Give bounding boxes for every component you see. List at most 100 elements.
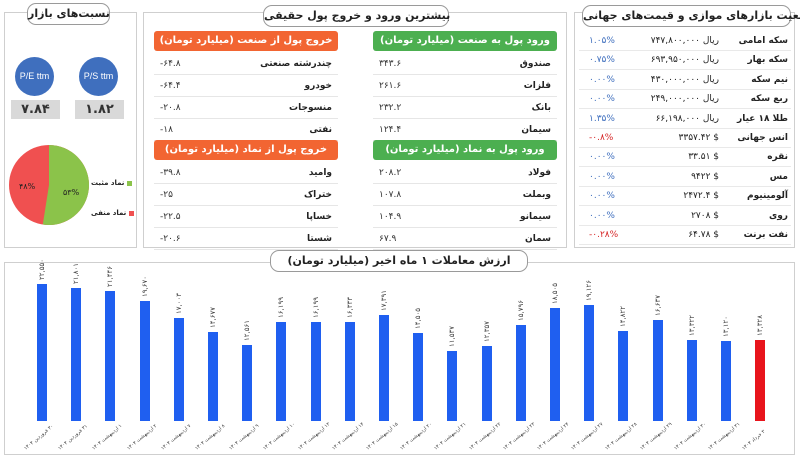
chart-bar (584, 304, 595, 421)
x-tick-label: ۳ خرداد ۱۴۰۴ (741, 428, 767, 452)
table-row: سکه امامی ریال ۷۴۷,۸۰۰,۰۰۰ ۱.۰۵% (579, 32, 791, 51)
table-row: -۳۹.۸ وامید (154, 162, 338, 184)
bar-value-label: ۱۴,۵۰۵ (414, 307, 423, 329)
chart-bar (721, 341, 731, 421)
legend-negative-label: نماد منفی (91, 209, 127, 217)
table-row: ۱۲۴.۴ سیمان (373, 119, 557, 141)
chart-bar (550, 308, 560, 421)
global-markets-panel: سکه امامی ریال ۷۴۷,۸۰۰,۰۰۰ ۱.۰۵% سکه بهار ری… (574, 12, 795, 248)
row-value: ۶۷.۹ (379, 233, 397, 244)
market-name: سکه بهار (747, 55, 788, 66)
table-row: -۶۴.۸ چندرشته صنعتی (154, 53, 338, 75)
legend-negative: نماد منفی (91, 209, 135, 217)
row-value: ۲۰۸.۲ (379, 167, 402, 178)
market-price: $ ۲۴۷۲.۴ (683, 191, 719, 202)
x-tick-label: ۷ اردیبهشت ۱۴۰۴ (159, 423, 193, 452)
pie-negative-label: ۴۸% (19, 182, 36, 191)
chart-bar (413, 332, 424, 421)
x-tick-label: ۲۱ اردیبهشت ۱۴۰۴ (433, 421, 468, 452)
row-value: ۱۰۷.۸ (379, 189, 402, 200)
row-value: -۶۴.۴ (160, 80, 181, 91)
row-value: -۲۲.۵ (160, 211, 181, 222)
row-name: سیمانو (520, 211, 551, 222)
market-price: ریال ۴۳۰,۰۰۰,۰۰۰ (650, 74, 719, 85)
bar-value-label: ۱۷,۳۹۱ (380, 290, 388, 312)
bar-value-label: ۱۵,۷۹۶ (516, 299, 525, 321)
bar-value-label: ۱۹,۶۷۰ (140, 276, 149, 298)
market-name: سکه امامی (738, 36, 788, 46)
x-tick-label: ۳۰ اردیبهشت ۱۴۰۴ (672, 421, 708, 452)
in-industry-table: ۳۴۳.۶ صندوق ۲۶۱.۶ فلزات ۲۳۲.۲ بانک ۱۲۴.۴ سیم… (373, 53, 557, 141)
table-row: ۲۰۸.۲ فولاد (373, 162, 557, 184)
flows-title: بیشترین ورود و خروج پول حقیقی (263, 5, 450, 27)
pie-positive-slice (42, 145, 89, 225)
pe-value: ۷.۸۴ (11, 100, 60, 119)
market-price: ریال ۷۴۷,۸۰۰,۰۰۰ (650, 36, 719, 46)
table-row: نقره $ ۳۳.۵۱ ۰.۰۰% (579, 148, 791, 168)
table-row: ۱۰۷.۸ وبملت (373, 184, 557, 206)
out-symbol-header: خروج پول از نماد (میلیارد تومان) (154, 140, 338, 160)
bar-value-label: ۱۳,۱۲۰ (722, 316, 730, 338)
market-change: -۰.۲۸% (589, 230, 619, 240)
row-name: وامید (308, 167, 332, 178)
market-name: طلا ۱۸ عیار (737, 113, 788, 124)
row-name: خودرو (304, 80, 332, 91)
row-value: ۳۴۳.۶ (379, 58, 402, 69)
in-symbol-header: ورود پول به نماد (میلیارد تومان) (373, 140, 557, 160)
legend-positive: نماد مثبت (91, 179, 133, 187)
market-price: $ ۳۳۵۷.۴۲ (678, 133, 719, 143)
pe-circle: P/E ttm (15, 57, 54, 96)
bar-value-label: ۱۱,۵۳۷ (448, 325, 457, 347)
chart-bar (310, 322, 321, 421)
market-price: $ ۹۴۲۲ (691, 171, 719, 182)
bar-value-label: ۱۴,۶۷۷ (209, 306, 217, 328)
market-change: ۱.۳۵% (589, 113, 615, 124)
table-row: -۲۵ ختراک (154, 184, 338, 206)
ratios-title: نسبت‌های بازار (27, 3, 110, 25)
market-ratios-panel: P/E ttm P/S ttm ۷.۸۴ ۱.۸۲ ۴۸% ۵۳% نماد م… (4, 12, 137, 248)
row-value: -۲۵ (160, 189, 173, 200)
x-tick-label: ۳۱ فروردین ۱۴۰۴ (57, 423, 90, 452)
row-value: ۱۰۴.۹ (379, 211, 402, 222)
table-row: نفت برنت $ ۶۴.۷۸ -۰.۲۸% (579, 226, 791, 245)
global-title: وضعیت بازارهای موازی و قیمت‌های جهانی (582, 5, 800, 27)
x-tick-label: ۱۴ اردیبهشت ۱۴۰۴ (330, 421, 366, 452)
x-tick-label: ۲۸ اردیبهشت ۱۴۰۴ (604, 421, 639, 452)
market-change: -۰.۸% (589, 133, 614, 143)
x-tick-label: ۲۲ اردیبهشت ۱۴۰۴ (467, 421, 503, 452)
bar-value-label: ۱۶,۶۳۷ (653, 294, 662, 316)
market-name: نفت برنت (743, 230, 788, 240)
bar-value-label: ۱۳,۳۲۲ (687, 314, 696, 336)
x-tick-label: ۲ اردیبهشت ۱۴۰۴ (125, 423, 158, 452)
x-tick-label: ۱ اردیبهشت ۱۴۰۴ (91, 423, 124, 452)
market-name: ربع سکه (750, 94, 788, 105)
row-name: چندرشته صنعتی (260, 58, 332, 69)
table-row: آلومینیوم $ ۲۴۷۲.۴ ۰.۰۰% (579, 187, 791, 207)
chart-bar (344, 321, 355, 421)
table-row: نیم سکه ریال ۴۳۰,۰۰۰,۰۰۰ ۰.۰۰% (579, 71, 791, 90)
bar-value-label: ۲۱,۸۰۱ (72, 263, 81, 285)
row-name: خساپا (306, 211, 332, 222)
bar-value-label: ۱۷,۰۰۳ (174, 292, 183, 314)
market-price: ریال ۶۹۳,۹۵۰,۰۰۰ (650, 55, 719, 66)
market-change: ۰.۰۰% (589, 74, 615, 85)
row-name: شستا (306, 233, 332, 244)
x-tick-label: ۲۳ اردیبهشت ۱۴۰۴ (501, 421, 537, 452)
chart-bar (515, 324, 526, 421)
table-row: ۱۰۴.۹ سیمانو (373, 206, 557, 228)
row-name: نفتی (309, 124, 332, 135)
chart-bar (105, 290, 116, 421)
x-tick-label: ۱۵ اردیبهشت ۱۴۰۴ (365, 421, 400, 452)
row-name: وبملت (522, 189, 551, 200)
bar-value-label: ۱۶,۱۹۹ (311, 297, 320, 319)
row-name: بانک (531, 102, 551, 113)
table-row: ۲۳۲.۲ بانک (373, 97, 557, 119)
x-tick-label: ۲۴ اردیبهشت ۱۴۰۴ (536, 421, 571, 452)
chart-bar (379, 315, 389, 421)
chart-bar (71, 288, 82, 421)
table-row: -۲۲.۵ خساپا (154, 206, 338, 228)
x-tick-label: ۱۰ اردیبهشت ۱۴۰۴ (262, 421, 297, 452)
table-row: ۳۴۳.۶ صندوق (373, 53, 557, 75)
row-value: -۲۰.۶ (160, 233, 181, 244)
legend-positive-swatch (127, 180, 133, 186)
